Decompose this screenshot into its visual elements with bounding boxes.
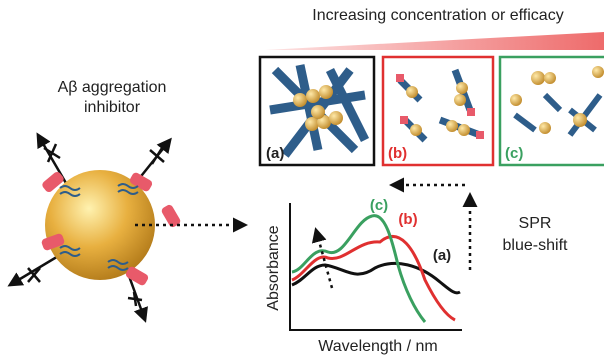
shift-label: blue-shift (503, 237, 568, 254)
panel-c: (c) (500, 57, 604, 165)
panel-b: (b) (383, 57, 493, 165)
gradient-wedge (265, 32, 604, 50)
panel-label: (a) (266, 145, 284, 162)
curve-label: (a) (433, 247, 451, 264)
figure: Increasing concentration or efficacy (a)… (0, 0, 604, 357)
x-axis-label: Wavelength / nm (318, 338, 437, 355)
shift-label: SPR (519, 215, 552, 232)
panel-label: (c) (505, 145, 523, 162)
panel-label: (b) (388, 145, 407, 162)
inhibitor-label: inhibitor (84, 99, 141, 116)
panel-a: (a) (260, 57, 374, 165)
title: Increasing concentration or efficacy (312, 7, 563, 24)
curve-a (292, 263, 460, 292)
curve-label: (b) (398, 211, 417, 228)
curve-label: (c) (370, 197, 388, 214)
y-axis-label: Absorbance (265, 225, 282, 310)
inhibitor-label: Aβ aggregation (58, 79, 167, 96)
spectrum: (c) (b) (a) Absorbance Wavelength / nm (265, 197, 462, 355)
curve-b (292, 236, 455, 320)
